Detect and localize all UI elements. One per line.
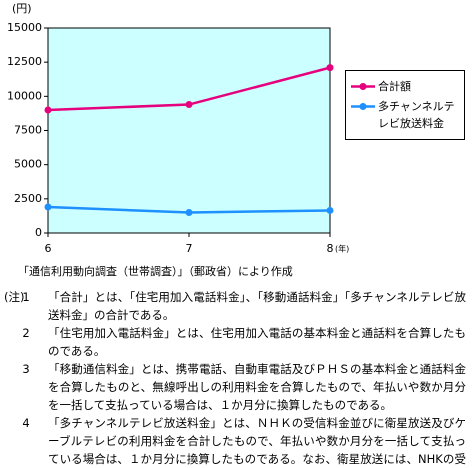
legend-icon xyxy=(351,103,375,110)
note-text: 「多チャンネルテレビ放送料金」とは、ＮＨＫの受信料金並びに衛星放送及びケーブルテ… xyxy=(48,416,466,466)
plot-area xyxy=(47,27,331,234)
legend-icon xyxy=(351,83,375,90)
x-unit: (年) xyxy=(335,244,349,254)
y-tick-label: 7500 xyxy=(14,124,42,137)
legend: 合計額多チャンネルテレビ放送料金 xyxy=(345,70,465,140)
source: 「通信利用動向調査（世帯調査）」（郵政省）により作成 xyxy=(18,264,293,278)
x-tick-label: 7 xyxy=(186,242,193,255)
note-number: 1 xyxy=(22,290,30,304)
point xyxy=(44,106,52,114)
legend-entry: 合計額 xyxy=(348,78,462,95)
legend-label: 多チャンネルテレビ放送料金 xyxy=(378,100,455,130)
y-tick-label: 2500 xyxy=(14,192,42,205)
point xyxy=(185,101,193,109)
note-text: 「移動通信料金」とは、携帯電話、自動車電話及びＰＨＳの基本料金と通話料金を合算し… xyxy=(48,362,466,412)
note-number: 2 xyxy=(22,326,30,340)
note-text: 「合計」とは、「住宅用加入電話料金」、「移動通話料金」「多チャンネルテレビ放送料… xyxy=(48,290,466,322)
legend-label: 合計額 xyxy=(378,80,411,93)
note-number: 4 xyxy=(22,416,30,430)
y-tick-label: 10000 xyxy=(7,89,42,102)
notes-label: (注) xyxy=(4,290,25,304)
note: 1 「合計」とは、「住宅用加入電話料金」、「移動通話料金」「多チャンネルテレビ放送… xyxy=(4,288,466,324)
note: 4 「多チャンネルテレビ放送料金」とは、ＮＨＫの受信料金並びに衛星放送及びケーブル… xyxy=(4,414,466,468)
y-tick-label: 12500 xyxy=(7,55,42,68)
legend-marker xyxy=(359,83,367,90)
notes: (注) 1 「合計」とは、「住宅用加入電話料金」、「移動通話料金」「多チャンネルテ… xyxy=(4,288,466,468)
x-tick-label: 8 xyxy=(327,242,334,255)
note: 2 「住宅用加入電話料金」とは、住宅用加入電話の基本料金と通話料を合算したものであ… xyxy=(4,324,466,360)
point xyxy=(326,64,334,72)
note-number: 3 xyxy=(22,362,30,376)
legend-marker xyxy=(359,103,367,110)
x-tick-label: 6 xyxy=(45,242,52,255)
y-unit: (円) xyxy=(12,2,32,15)
y-tick-label: 5000 xyxy=(14,158,42,171)
point xyxy=(185,209,193,216)
chart: (円) 「通信利用動向調査（世帯調査）」（郵政省）により作成 0 2500 5000… xyxy=(7,2,349,278)
point xyxy=(44,203,52,211)
point xyxy=(326,206,334,214)
note: 3 「移動通信料金」とは、携帯電話、自動車電話及びＰＨＳの基本料金と通話料金を合算… xyxy=(4,360,466,414)
legend-entry: 多チャンネルテレビ放送料金 xyxy=(348,98,462,132)
y-tick-label: 15000 xyxy=(7,21,42,34)
y-tick-label: 0 xyxy=(35,226,42,239)
note-text: 「住宅用加入電話料金」とは、住宅用加入電話の基本料金と通話料を合算したものである… xyxy=(48,326,466,358)
